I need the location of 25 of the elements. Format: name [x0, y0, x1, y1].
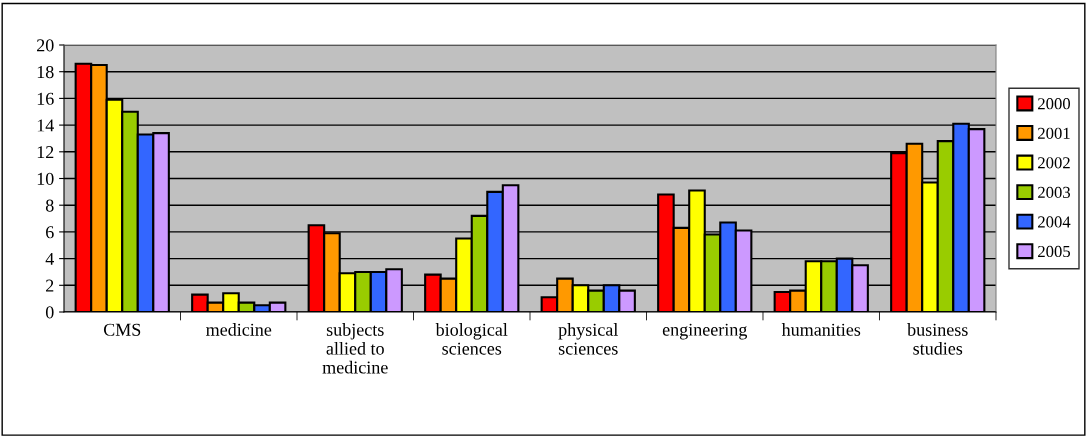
- y-tick-label: 14: [37, 119, 54, 132]
- y-tick-label: 8: [45, 199, 54, 212]
- y-tick-label: 12: [37, 146, 54, 159]
- legend-label: 2003: [1038, 186, 1071, 198]
- y-tick-label: 20: [37, 39, 54, 52]
- x-tick-label: engineering: [662, 323, 748, 340]
- y-tick-label: 0: [45, 306, 54, 319]
- x-tick-label: business studies: [907, 323, 968, 355]
- legend-label: 2005: [1038, 245, 1071, 258]
- x-tick-label: humanities: [781, 323, 861, 336]
- legend-label: 2004: [1038, 216, 1071, 228]
- y-tick-label: 4: [45, 252, 54, 265]
- y-tick-label: 18: [37, 65, 54, 79]
- x-tick-label: medicine: [206, 323, 272, 336]
- y-tick-label: 2: [46, 279, 54, 292]
- y-tick-label: 6: [46, 226, 54, 239]
- y-tick-label: 10: [37, 172, 54, 185]
- x-tick-label: subjects allied to medicine: [322, 323, 388, 374]
- x-tick-label: CMS: [103, 323, 141, 336]
- legend-label: 2002: [1038, 157, 1070, 169]
- legend-label: 2001: [1038, 127, 1070, 139]
- y-tick-label: 16: [37, 92, 54, 105]
- x-tick-label: physical sciences: [558, 323, 618, 355]
- x-tick-label: biological sciences: [435, 323, 508, 355]
- legend-label: 2000: [1038, 98, 1071, 110]
